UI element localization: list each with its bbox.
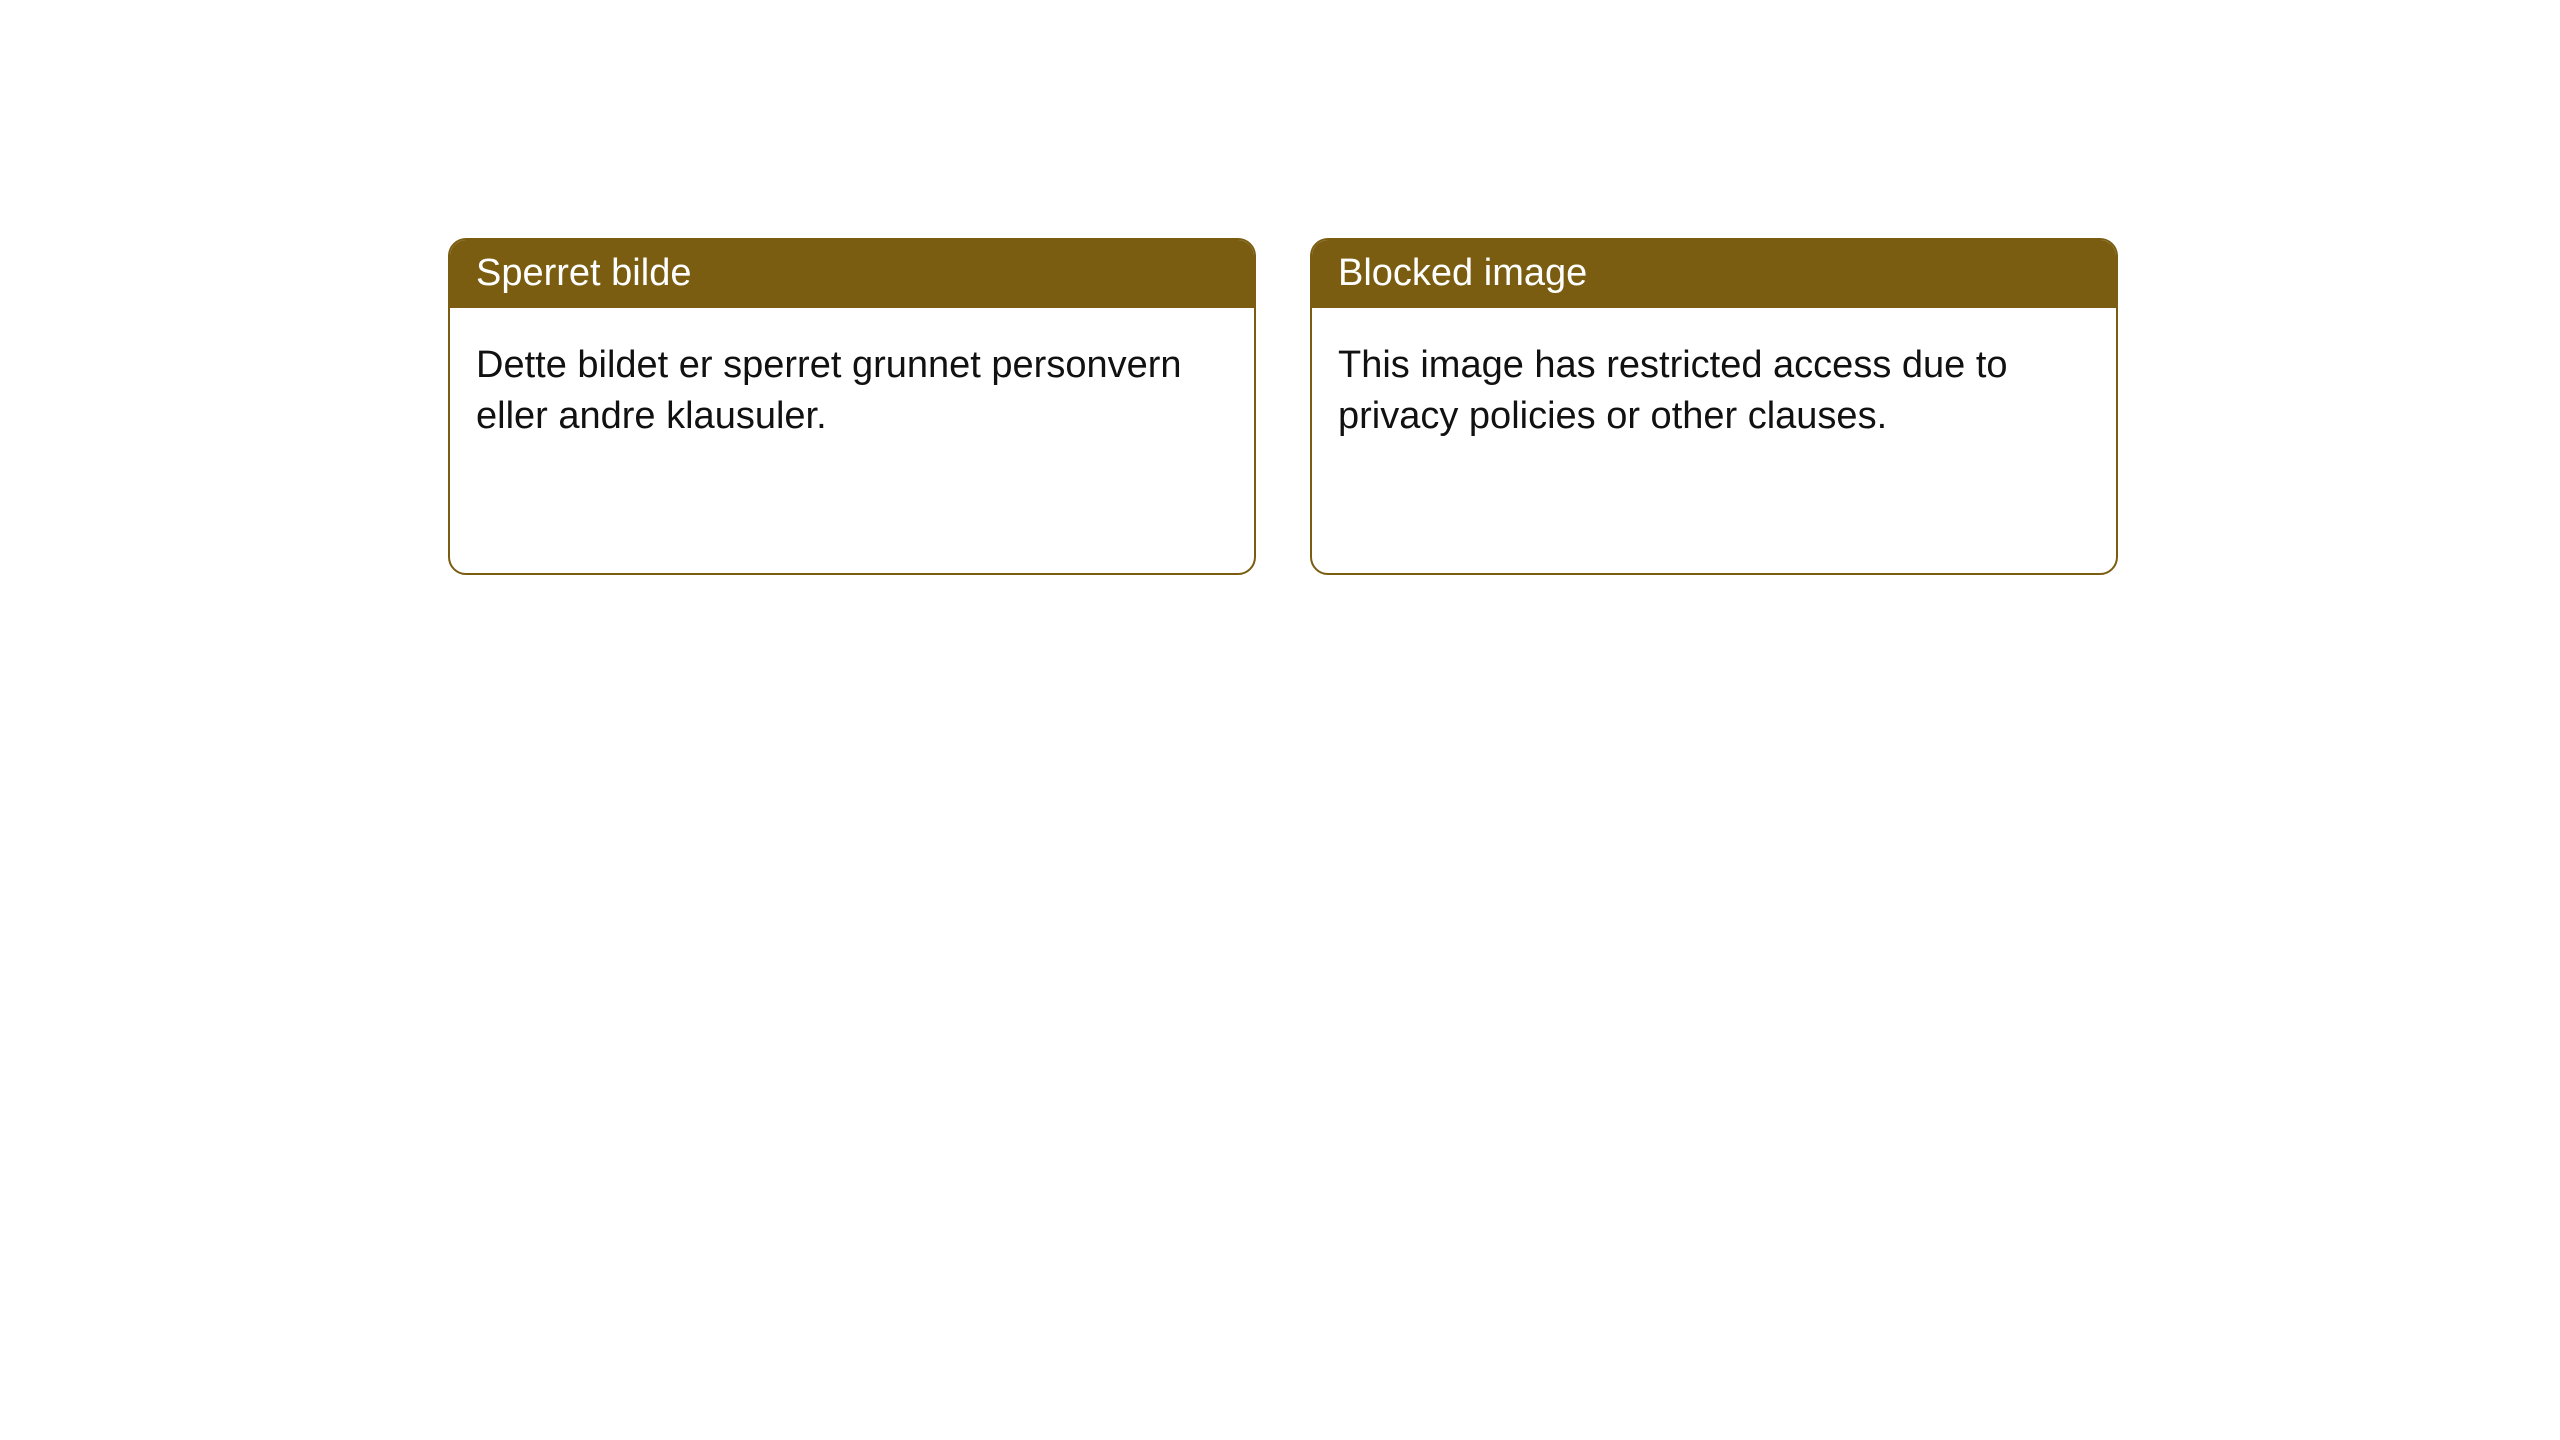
notice-container: Sperret bilde Dette bildet er sperret gr…	[0, 0, 2560, 575]
notice-card-norwegian: Sperret bilde Dette bildet er sperret gr…	[448, 238, 1256, 575]
card-title: Blocked image	[1338, 252, 1587, 294]
notice-card-english: Blocked image This image has restricted …	[1310, 238, 2118, 575]
card-body-text: Dette bildet er sperret grunnet personve…	[476, 344, 1182, 437]
card-header: Blocked image	[1312, 240, 2116, 308]
card-body: Dette bildet er sperret grunnet personve…	[450, 308, 1254, 475]
card-header: Sperret bilde	[450, 240, 1254, 308]
card-body: This image has restricted access due to …	[1312, 308, 2116, 475]
card-body-text: This image has restricted access due to …	[1338, 344, 2008, 437]
card-title: Sperret bilde	[476, 252, 691, 294]
